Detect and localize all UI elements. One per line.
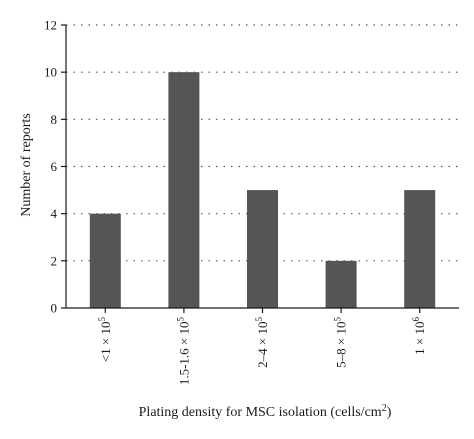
y-tick-label: 8 xyxy=(51,112,58,127)
bar xyxy=(404,190,436,308)
y-ticks: 0 2 4 6 8 10 12 xyxy=(44,18,66,316)
x-tick-label: 5–8 × 105 xyxy=(333,317,349,368)
bar xyxy=(89,213,121,308)
x-ticks: <1 × 105 1.5-1.6 × 105 2–4 × 105 5–8 × 105 1… xyxy=(97,308,427,385)
y-tick-label: 0 xyxy=(51,301,58,316)
x-tick-label: <1 × 105 xyxy=(97,317,113,363)
x-tick-label: 2–4 × 105 xyxy=(254,317,270,368)
bar xyxy=(168,72,200,309)
y-axis-label: Number of reports xyxy=(19,113,34,216)
x-tick-label: 1.5-1.6 × 105 xyxy=(175,317,191,386)
y-tick-label: 12 xyxy=(44,18,57,33)
y-tick-label: 10 xyxy=(44,65,57,80)
x-tick-label: 1 × 106 xyxy=(411,317,427,355)
y-tick-label: 4 xyxy=(51,206,58,221)
x-axis-label: Plating density for MSC isolation (cells… xyxy=(139,403,392,420)
bar xyxy=(247,190,278,308)
bar xyxy=(325,260,357,308)
y-tick-label: 6 xyxy=(51,159,58,174)
y-tick-label: 2 xyxy=(51,253,58,268)
bars xyxy=(89,72,436,309)
